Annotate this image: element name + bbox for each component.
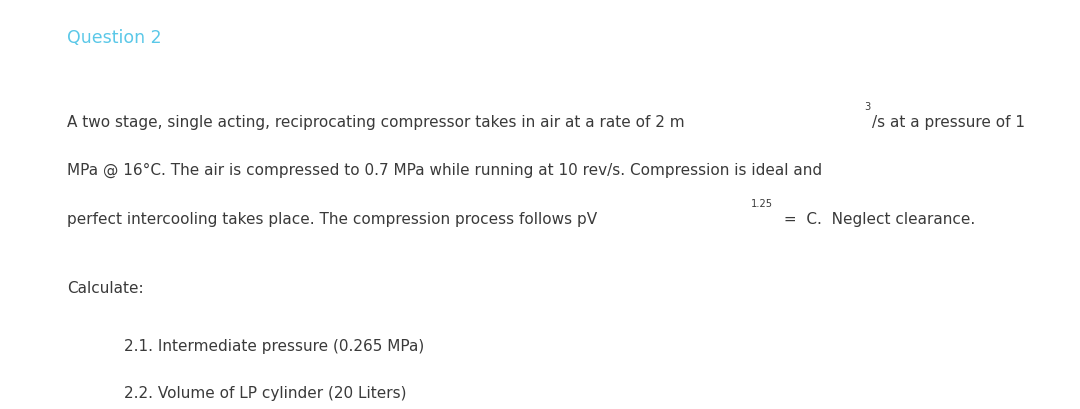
Text: MPa @ 16°C. The air is compressed to 0.7 MPa while running at 10 rev/s. Compress: MPa @ 16°C. The air is compressed to 0.7… (67, 163, 822, 178)
Text: =  C.  Neglect clearance.: = C. Neglect clearance. (780, 211, 975, 226)
Text: 3: 3 (864, 102, 870, 112)
Text: perfect intercooling takes place. The compression process follows pV: perfect intercooling takes place. The co… (67, 211, 597, 226)
Text: Calculate:: Calculate: (67, 281, 144, 296)
Text: Question 2: Question 2 (67, 29, 162, 47)
Text: 2.1. Intermediate pressure (0.265 MPa): 2.1. Intermediate pressure (0.265 MPa) (124, 338, 424, 353)
Text: A two stage, single acting, reciprocating compressor takes in air at a rate of 2: A two stage, single acting, reciprocatin… (67, 115, 685, 130)
Text: 2.2. Volume of LP cylinder (20 Liters): 2.2. Volume of LP cylinder (20 Liters) (124, 385, 407, 400)
Text: 1.25: 1.25 (751, 199, 773, 209)
Text: /s at a pressure of 1: /s at a pressure of 1 (872, 115, 1025, 130)
